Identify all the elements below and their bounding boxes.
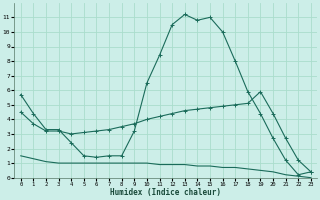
X-axis label: Humidex (Indice chaleur): Humidex (Indice chaleur) bbox=[110, 188, 221, 197]
